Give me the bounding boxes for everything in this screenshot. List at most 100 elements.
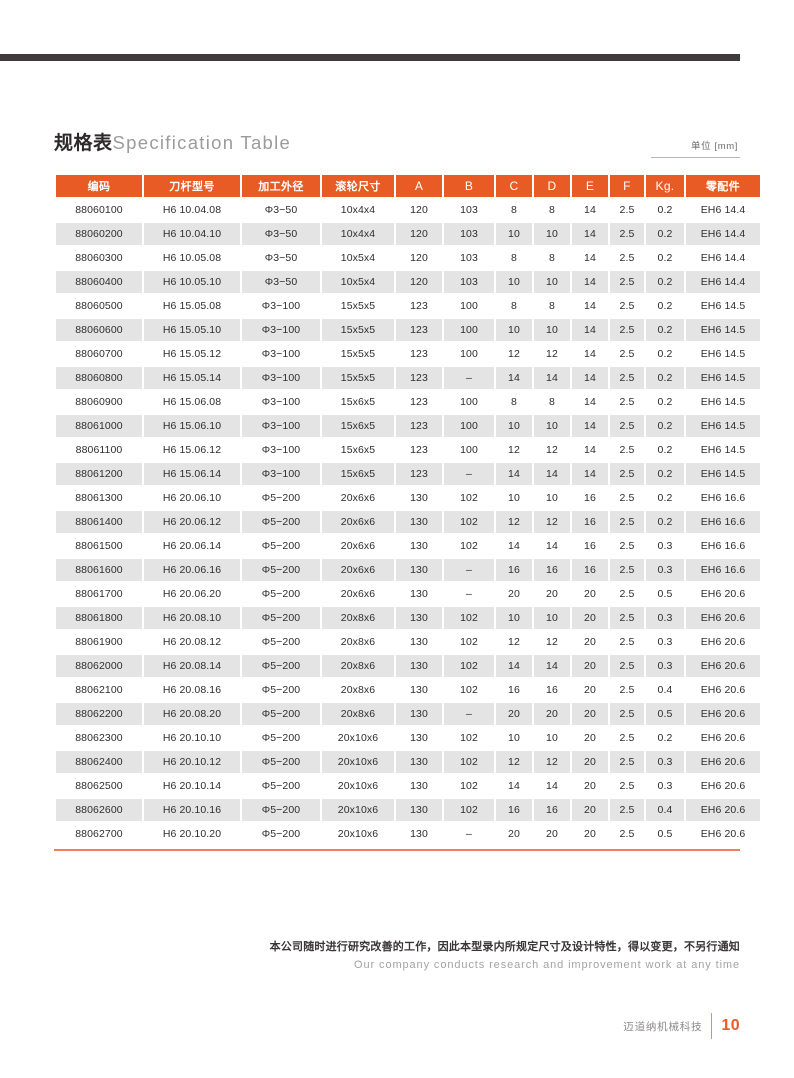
disclaimer-note: 本公司随时进行研究改善的工作，因此本型录内所规定尺寸及设计特性，得以变更，不另行… [54,938,740,975]
cell-a: 123 [396,295,442,317]
cell-e: 20 [572,823,608,845]
cell-roll: 10x4x4 [322,223,394,245]
cell-d: 8 [534,199,570,221]
cell-code: 88060100 [56,199,142,221]
cell-code: 88061500 [56,535,142,557]
cell-part: EH6 20.6 [686,631,760,653]
cell-code: 88060700 [56,343,142,365]
page-title-cn: 规格表 [54,133,113,154]
cell-model: H6 20.06.14 [144,535,240,557]
cell-c: 12 [496,631,532,653]
table-row: 88060900 H6 15.06.08 Φ3−100 15x6x5 123 100 8 8 1… [56,391,760,413]
cell-e: 14 [572,343,608,365]
cell-code: 88062700 [56,823,142,845]
cell-roll: 15x5x5 [322,367,394,389]
cell-outer: Φ3−100 [242,415,320,437]
cell-b: 100 [444,319,494,341]
cell-f: 2.5 [610,439,644,461]
cell-b: – [444,367,494,389]
cell-roll: 15x6x5 [322,391,394,413]
cell-d: 20 [534,583,570,605]
header-rule [0,54,740,61]
cell-roll: 20x10x6 [322,799,394,821]
cell-part: EH6 14.5 [686,439,760,461]
cell-roll: 20x10x6 [322,727,394,749]
cell-outer: Φ5−200 [242,631,320,653]
cell-c: 10 [496,727,532,749]
cell-e: 14 [572,319,608,341]
cell-c: 12 [496,751,532,773]
cell-part: EH6 14.4 [686,247,760,269]
cell-roll: 20x8x6 [322,703,394,725]
cell-code: 88061000 [56,415,142,437]
cell-c: 14 [496,535,532,557]
cell-outer: Φ5−200 [242,703,320,725]
cell-e: 14 [572,391,608,413]
disclaimer-cn: 本公司随时进行研究改善的工作，因此本型录内所规定尺寸及设计特性，得以变更，不另行… [269,941,740,953]
cell-c: 12 [496,511,532,533]
cell-c: 10 [496,271,532,293]
table-row: 88062100 H6 20.08.16 Φ5−200 20x8x6 130 102 16 1… [56,679,760,701]
cell-c: 8 [496,199,532,221]
specification-table: 编码 刀杆型号 加工外径 滚轮尺寸 A B C D E F Kg. 零配件 88060100 H6 10… [54,173,762,847]
cell-d: 14 [534,775,570,797]
cell-d: 12 [534,751,570,773]
cell-c: 10 [496,319,532,341]
table-row: 88062200 H6 20.08.20 Φ5−200 20x8x6 130–20 20 2… [56,703,760,725]
table-header-kg: Kg. [646,175,684,197]
title-row: 规格表Specification Table 单位 [mm] [54,130,740,164]
table-bottom-rule [54,849,740,851]
table-header-d: D [534,175,570,197]
table-row: 88061400 H6 20.06.12 Φ5−200 20x6x6 130 102 12 1… [56,511,760,533]
cell-code: 88062000 [56,655,142,677]
cell-e: 14 [572,439,608,461]
cell-part: EH6 14.5 [686,295,760,317]
cell-model: H6 20.10.14 [144,775,240,797]
cell-kg: 0.3 [646,655,684,677]
table-header-c: C [496,175,532,197]
table-header-e: E [572,175,608,197]
cell-roll: 20x6x6 [322,487,394,509]
cell-kg: 0.2 [646,199,684,221]
cell-code: 88061800 [56,607,142,629]
cell-c: 10 [496,415,532,437]
cell-d: 14 [534,367,570,389]
cell-model: H6 10.04.10 [144,223,240,245]
table-row: 88060700 H6 15.05.12 Φ3−100 15x5x5 123 100 12 1… [56,343,760,365]
cell-b: 100 [444,415,494,437]
cell-kg: 0.2 [646,295,684,317]
cell-kg: 0.2 [646,391,684,413]
cell-model: H6 15.05.10 [144,319,240,341]
cell-roll: 20x6x6 [322,511,394,533]
cell-a: 130 [396,823,442,845]
cell-part: EH6 14.5 [686,463,760,485]
cell-code: 88061900 [56,631,142,653]
cell-code: 88062500 [56,775,142,797]
cell-e: 14 [572,415,608,437]
cell-kg: 0.4 [646,679,684,701]
unit-label: 单位 [mm] [651,136,740,158]
cell-outer: Φ5−200 [242,679,320,701]
cell-kg: 0.2 [646,727,684,749]
cell-outer: Φ5−200 [242,511,320,533]
table-row: 88061200 H6 15.06.14 Φ3−100 15x6x5 123–14 14 1… [56,463,760,485]
footer-divider [711,1013,713,1039]
cell-a: 130 [396,799,442,821]
cell-outer: Φ3−50 [242,271,320,293]
cell-model: H6 20.08.20 [144,703,240,725]
cell-code: 88060900 [56,391,142,413]
page-footer: 迈道纳机械科技 10 [623,1013,740,1039]
cell-roll: 20x8x6 [322,679,394,701]
cell-d: 14 [534,535,570,557]
cell-c: 12 [496,439,532,461]
table-row: 88061300 H6 20.06.10 Φ5−200 20x6x6 130 102 10 1… [56,487,760,509]
cell-model: H6 20.06.10 [144,487,240,509]
cell-f: 2.5 [610,679,644,701]
cell-kg: 0.3 [646,751,684,773]
cell-d: 10 [534,415,570,437]
cell-b: – [444,463,494,485]
cell-kg: 0.3 [646,535,684,557]
cell-roll: 20x10x6 [322,751,394,773]
cell-outer: Φ3−100 [242,295,320,317]
table-row: 88061100 H6 15.06.12 Φ3−100 15x6x5 123 100 12 1… [56,439,760,461]
